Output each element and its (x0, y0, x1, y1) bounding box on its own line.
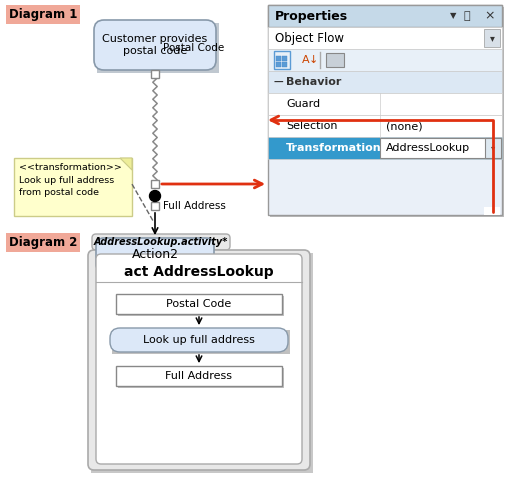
Text: A: A (301, 55, 309, 65)
Text: (none): (none) (385, 121, 422, 131)
FancyBboxPatch shape (92, 234, 230, 250)
Text: <<transformation>>
Look up full address
from postal code: <<transformation>> Look up full address … (19, 163, 122, 197)
Bar (325, 53, 344, 67)
Text: Behavior: Behavior (286, 77, 341, 87)
Text: Properties: Properties (274, 10, 348, 22)
Text: Guard: Guard (286, 99, 320, 109)
Bar (267, 137, 501, 159)
Bar (267, 5, 501, 27)
FancyBboxPatch shape (94, 20, 216, 70)
Text: −: − (272, 75, 284, 89)
FancyBboxPatch shape (96, 238, 214, 272)
Bar (281, 56, 287, 61)
Bar (14, 158, 132, 216)
Bar (118, 368, 284, 388)
Bar (267, 5, 501, 215)
Bar (267, 93, 501, 115)
FancyBboxPatch shape (88, 250, 309, 470)
Bar (99, 241, 216, 275)
Text: Diagram 2: Diagram 2 (9, 236, 77, 249)
Bar (112, 330, 290, 354)
Bar (97, 23, 218, 73)
Text: ×: × (483, 10, 494, 22)
Polygon shape (120, 158, 132, 170)
Bar (267, 49, 501, 71)
Text: Action2: Action2 (131, 249, 178, 261)
Bar (281, 62, 287, 67)
Text: Transformation: Transformation (286, 143, 381, 153)
Bar (91, 253, 313, 473)
Bar (116, 294, 281, 314)
Bar (267, 27, 501, 49)
Text: act AddressLookup: act AddressLookup (124, 265, 273, 279)
Bar (275, 56, 280, 61)
Bar (269, 7, 503, 217)
Bar (267, 71, 501, 93)
Text: Full Address: Full Address (165, 371, 232, 381)
Text: Postal Code: Postal Code (163, 43, 224, 53)
Bar (151, 180, 159, 188)
Text: ⌖: ⌖ (463, 11, 470, 21)
Text: ▾: ▾ (489, 33, 493, 43)
FancyBboxPatch shape (110, 328, 288, 352)
Bar (483, 29, 499, 47)
Text: Full Address: Full Address (163, 201, 225, 211)
Text: Object Flow: Object Flow (274, 32, 344, 44)
Text: AddressLookup.activity*: AddressLookup.activity* (94, 237, 228, 247)
Circle shape (149, 191, 160, 202)
Text: Customer provides
postal code: Customer provides postal code (102, 34, 207, 56)
Text: ↓: ↓ (308, 55, 318, 65)
Text: Selection: Selection (286, 121, 337, 131)
Text: Look up full address: Look up full address (143, 335, 254, 345)
FancyBboxPatch shape (96, 254, 301, 464)
Text: Diagram 1: Diagram 1 (9, 8, 77, 21)
Bar (379, 138, 500, 158)
Bar (118, 296, 284, 316)
Bar (483, 207, 499, 215)
Text: Postal Code: Postal Code (166, 299, 231, 309)
Bar (275, 62, 280, 67)
Bar (151, 202, 159, 210)
Text: AddressLookup: AddressLookup (385, 143, 469, 153)
Text: ▼: ▼ (449, 11, 456, 21)
Bar (267, 115, 501, 137)
Bar (484, 138, 500, 158)
Text: ▾: ▾ (490, 143, 494, 152)
Bar (116, 366, 281, 386)
Bar (273, 51, 290, 69)
Bar (151, 70, 159, 78)
